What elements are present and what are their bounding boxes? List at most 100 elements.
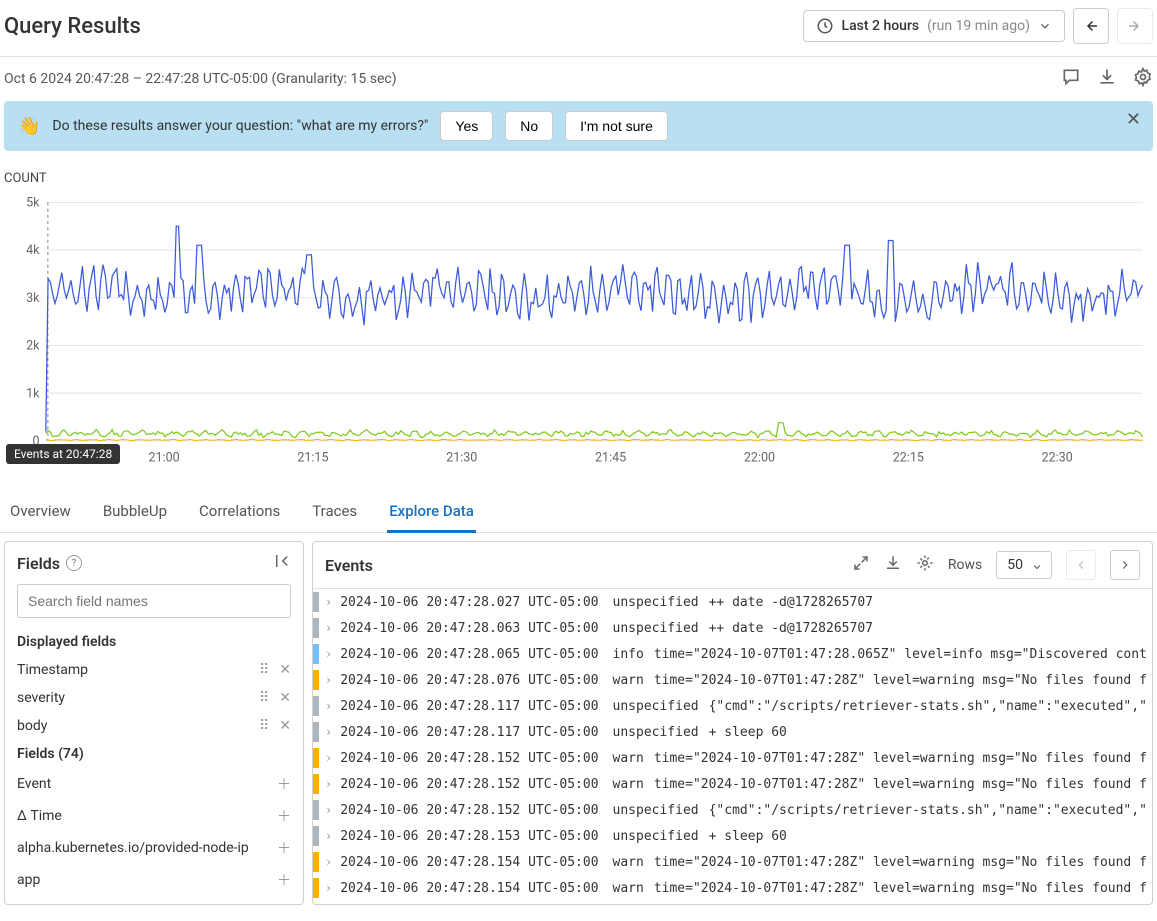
svg-text:22:00: 22:00 — [744, 451, 775, 466]
event-timestamp: 2024-10-06 20:47:28.117 UTC-05:00 — [340, 699, 598, 714]
count-chart[interactable]: 01k2k3k4k5k21:0021:1521:3021:4522:0022:1… — [4, 192, 1153, 472]
expand-icon[interactable] — [852, 554, 870, 576]
svg-text:21:00: 21:00 — [148, 451, 179, 466]
event-row[interactable]: › 2024-10-06 20:47:28.027 UTC-05:00 unsp… — [313, 589, 1152, 615]
feedback-unsure-button[interactable]: I'm not sure — [565, 111, 668, 141]
available-field[interactable]: app ＋ — [5, 864, 303, 896]
expand-row-icon[interactable]: › — [325, 855, 332, 869]
displayed-field[interactable]: Timestamp ⠿ ✕ — [5, 656, 303, 684]
fields-search-input[interactable] — [17, 584, 291, 618]
svg-text:1k: 1k — [26, 386, 40, 401]
add-field-icon[interactable]: ＋ — [277, 838, 291, 858]
close-icon[interactable]: ✕ — [1126, 109, 1141, 130]
displayed-field[interactable]: severity ⠿ ✕ — [5, 684, 303, 712]
drag-handle-icon[interactable]: ⠿ — [259, 718, 269, 734]
chart-tooltip: Events at 20:47:28 — [6, 444, 120, 464]
time-range-text: Oct 6 2024 20:47:28 – 22:47:28 UTC-05:00… — [4, 71, 397, 87]
collapse-panel-icon[interactable] — [273, 552, 291, 574]
event-timestamp: 2024-10-06 20:47:28.154 UTC-05:00 — [340, 855, 598, 870]
time-range-picker[interactable]: Last 2 hours (run 19 min ago) — [803, 10, 1065, 42]
event-severity: warn — [613, 777, 644, 792]
event-body: time="2024-10-07T01:47:28Z" level=warnin… — [654, 855, 1147, 870]
event-body: time="2024-10-07T01:47:28Z" level=warnin… — [654, 777, 1147, 792]
comment-icon[interactable] — [1061, 67, 1081, 91]
field-name: Event — [17, 776, 51, 792]
severity-bar — [313, 774, 319, 794]
event-severity: unspecified — [613, 699, 699, 714]
remove-field-icon[interactable]: ✕ — [279, 718, 291, 734]
event-row[interactable]: › 2024-10-06 20:47:28.117 UTC-05:00 unsp… — [313, 719, 1152, 745]
feedback-yes-button[interactable]: Yes — [440, 111, 493, 141]
severity-bar — [313, 592, 319, 612]
event-severity: unspecified — [613, 725, 699, 740]
event-row[interactable]: › 2024-10-06 20:47:28.152 UTC-05:00 warn… — [313, 745, 1152, 771]
next-run-button — [1117, 8, 1153, 44]
download-events-icon[interactable] — [884, 554, 902, 576]
help-icon[interactable]: ? — [66, 555, 82, 571]
rows-select[interactable]: 50 — [996, 551, 1052, 579]
remove-field-icon[interactable]: ✕ — [279, 662, 291, 678]
download-icon[interactable] — [1097, 67, 1117, 91]
event-row[interactable]: › 2024-10-06 20:47:28.117 UTC-05:00 unsp… — [313, 693, 1152, 719]
expand-row-icon[interactable]: › — [325, 829, 332, 843]
event-row[interactable]: › 2024-10-06 20:47:28.152 UTC-05:00 warn… — [313, 771, 1152, 797]
settings-icon[interactable] — [1133, 67, 1153, 91]
expand-row-icon[interactable]: › — [325, 881, 332, 895]
event-row[interactable]: › 2024-10-06 20:47:28.065 UTC-05:00 info… — [313, 641, 1152, 667]
expand-row-icon[interactable]: › — [325, 751, 332, 765]
event-severity: warn — [613, 751, 644, 766]
severity-bar — [313, 852, 319, 872]
displayed-field[interactable]: body ⠿ ✕ — [5, 712, 303, 740]
event-row[interactable]: › 2024-10-06 20:47:28.154 UTC-05:00 warn… — [313, 849, 1152, 875]
drag-handle-icon[interactable]: ⠿ — [259, 662, 269, 678]
available-field[interactable]: Δ Time ＋ — [5, 800, 303, 832]
expand-row-icon[interactable]: › — [325, 803, 332, 817]
event-row[interactable]: › 2024-10-06 20:47:28.154 UTC-05:00 warn… — [313, 875, 1152, 901]
events-settings-icon[interactable] — [916, 554, 934, 576]
remove-field-icon[interactable]: ✕ — [279, 690, 291, 706]
event-body: time="2024-10-07T01:47:28Z" level=warnin… — [654, 673, 1147, 688]
tab-correlations[interactable]: Correlations — [197, 492, 282, 532]
tab-traces[interactable]: Traces — [310, 492, 359, 532]
tab-explore-data[interactable]: Explore Data — [387, 492, 476, 533]
field-name: Timestamp — [17, 662, 88, 678]
field-name: severity — [17, 690, 65, 706]
available-field[interactable]: Event ＋ — [5, 768, 303, 800]
tab-overview[interactable]: Overview — [8, 492, 73, 532]
field-name: body — [17, 718, 47, 734]
event-row[interactable]: › 2024-10-06 20:47:28.162 UTC-05:00 warn… — [313, 901, 1152, 904]
available-field[interactable]: alpha.kubernetes.io/provided-node-ip ＋ — [5, 832, 303, 864]
event-timestamp: 2024-10-06 20:47:28.027 UTC-05:00 — [340, 595, 598, 610]
field-name: alpha.kubernetes.io/provided-node-ip — [17, 840, 249, 856]
next-page-button[interactable] — [1110, 550, 1140, 580]
event-row[interactable]: › 2024-10-06 20:47:28.153 UTC-05:00 unsp… — [313, 823, 1152, 849]
expand-row-icon[interactable]: › — [325, 673, 332, 687]
expand-row-icon[interactable]: › — [325, 647, 332, 661]
expand-row-icon[interactable]: › — [325, 595, 332, 609]
severity-bar — [313, 748, 319, 768]
severity-bar — [313, 644, 319, 664]
add-field-icon[interactable]: ＋ — [277, 870, 291, 890]
expand-row-icon[interactable]: › — [325, 621, 332, 635]
expand-row-icon[interactable]: › — [325, 699, 332, 713]
add-field-icon[interactable]: ＋ — [277, 806, 291, 826]
clock-icon — [816, 17, 834, 35]
drag-handle-icon[interactable]: ⠿ — [259, 690, 269, 706]
prev-run-button[interactable] — [1073, 8, 1109, 44]
expand-row-icon[interactable]: › — [325, 725, 332, 739]
event-severity: warn — [613, 673, 644, 688]
event-severity: warn — [613, 855, 644, 870]
expand-row-icon[interactable]: › — [325, 777, 332, 791]
tab-bubbleup[interactable]: BubbleUp — [101, 492, 169, 532]
severity-bar — [313, 696, 319, 716]
event-timestamp: 2024-10-06 20:47:28.063 UTC-05:00 — [340, 621, 598, 636]
event-row[interactable]: › 2024-10-06 20:47:28.076 UTC-05:00 warn… — [313, 667, 1152, 693]
feedback-no-button[interactable]: No — [505, 111, 553, 141]
severity-bar — [313, 826, 319, 846]
event-row[interactable]: › 2024-10-06 20:47:28.063 UTC-05:00 unsp… — [313, 615, 1152, 641]
event-body: + sleep 60 — [709, 725, 787, 740]
add-field-icon[interactable]: ＋ — [277, 774, 291, 794]
event-body: {"cmd":"/scripts/retriever-stats.sh","na… — [709, 803, 1147, 818]
prev-page-button — [1066, 550, 1096, 580]
event-row[interactable]: › 2024-10-06 20:47:28.152 UTC-05:00 unsp… — [313, 797, 1152, 823]
